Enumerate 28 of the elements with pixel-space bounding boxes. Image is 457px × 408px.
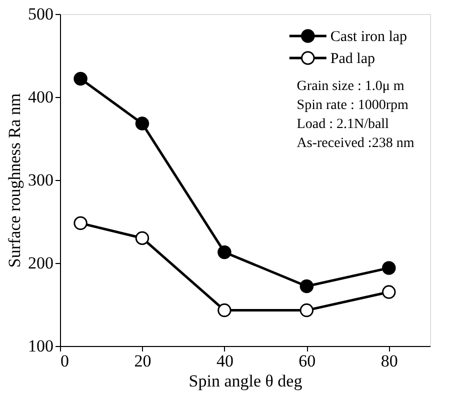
annotation: Spin rate : 1000rpm <box>296 98 409 113</box>
point <box>218 303 232 318</box>
x-tick-label: 60 <box>298 352 316 370</box>
point <box>74 216 88 230</box>
point <box>382 285 396 299</box>
legend-label: Pad lap <box>330 51 375 67</box>
y-tick-label: 300 <box>28 170 54 190</box>
point <box>74 72 88 86</box>
annotation: Load : 2.1N/ball <box>296 117 390 132</box>
y-tick-label: 200 <box>28 254 54 272</box>
point <box>382 261 396 275</box>
y-tick-label: 100 <box>28 336 54 356</box>
point <box>135 231 150 245</box>
annotation: Grain size : 1.0μ m <box>296 79 404 94</box>
annotation: As-received :238 nm <box>296 136 414 151</box>
point <box>218 245 232 260</box>
point <box>300 279 314 294</box>
x-tick-label: 20 <box>134 352 152 370</box>
x-tick-label: 40 <box>216 352 234 370</box>
point <box>300 303 314 318</box>
y-tick-label: 500 <box>28 4 54 24</box>
point <box>135 116 150 130</box>
x-axis-title: Spin angle θ deg <box>188 372 303 390</box>
y-axis-title: Surface roughness Ra nm <box>5 93 24 268</box>
y-tick-label: 400 <box>28 88 54 106</box>
x-tick-label: 80 <box>380 352 398 370</box>
legend-label: Cast iron lap <box>330 29 408 45</box>
x-tick-label: 0 <box>60 352 69 370</box>
